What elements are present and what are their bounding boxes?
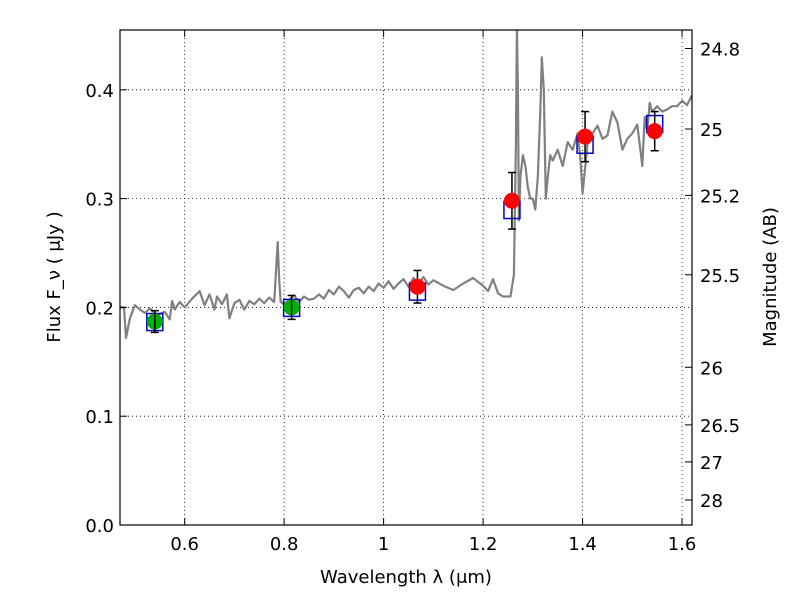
- x-axis-title: Wavelength λ (μm): [320, 567, 492, 588]
- right-tick-label: 25.2: [700, 186, 740, 207]
- y-tick-label: 0.1: [85, 407, 114, 428]
- y-axis-title: Flux F_ν ( μJy ): [44, 211, 65, 342]
- y-tick-label: 0.2: [85, 298, 114, 319]
- x-tick-label: 1.2: [469, 534, 498, 555]
- red-point: [646, 123, 663, 140]
- x-tick-label: 1.6: [668, 534, 697, 555]
- x-tick-label: 1.4: [568, 534, 597, 555]
- right-tick-label: 24.8: [700, 39, 740, 60]
- right-tick-label: 27: [700, 453, 723, 474]
- right-tick-label: 25.5: [700, 266, 740, 287]
- x-tick-label: 0.6: [170, 534, 199, 555]
- red-point: [409, 278, 426, 295]
- x-tick-label: 0.8: [270, 534, 299, 555]
- spectrum-line: [120, 30, 692, 339]
- axis-ticks: 0.6 0.8 1 1.2 1.4 1.6 0.0 0.1 0.2 0.3 0.4 24.8 25 25.…: [85, 30, 740, 555]
- right-tick-label: 26: [700, 358, 723, 379]
- x-tick-label: 1: [378, 534, 389, 555]
- red-point: [503, 192, 520, 209]
- plot-frame: [119, 29, 693, 526]
- right-tick-label: 25: [700, 120, 723, 141]
- right-tick-label: 28: [700, 491, 723, 512]
- grid-lines: [120, 30, 692, 526]
- right-tick-label: 26.5: [700, 416, 740, 437]
- red-point: [577, 128, 594, 145]
- plot-area: [120, 30, 692, 339]
- y-tick-label: 0.4: [85, 81, 114, 102]
- right-axis-title: Magnitude (AB): [760, 207, 781, 347]
- y-tick-label: 0.0: [85, 516, 114, 537]
- y-tick-label: 0.3: [85, 190, 114, 211]
